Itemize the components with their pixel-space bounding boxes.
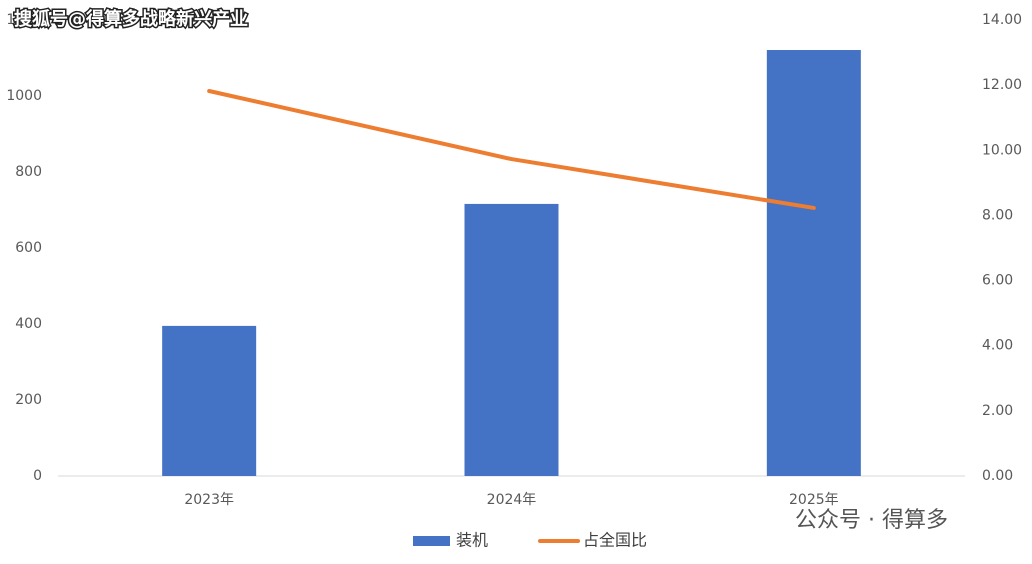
legend-label: 装机 <box>456 531 488 550</box>
x-tick-label: 2023年 <box>184 492 234 508</box>
y-tick-label: 1000 <box>6 88 42 104</box>
y2-tick-label: 6.00 <box>982 273 1013 289</box>
bar <box>766 50 861 477</box>
watermark: 公众号 · 得算多 <box>795 508 948 533</box>
y-tick-label: 400 <box>15 316 42 332</box>
y-tick-label: 600 <box>15 240 42 256</box>
y-tick-label: 0 <box>33 468 42 484</box>
y2-tick-label: 10.00 <box>982 142 1022 158</box>
legend-swatch <box>413 536 450 546</box>
y2-tick-label: 12.00 <box>982 77 1022 93</box>
y-tick-label: 1200 <box>6 12 42 28</box>
bar <box>162 325 257 476</box>
x-tick-label: 2024年 <box>487 492 537 508</box>
y2-tick-label: 2.00 <box>982 403 1013 419</box>
watermark: 搜狐号@得算多战略新兴产业 <box>14 8 248 30</box>
y2-tick-label: 0.00 <box>982 468 1013 484</box>
legend-label: 占全国比 <box>583 531 647 550</box>
y2-tick-label: 4.00 <box>982 338 1013 354</box>
y-tick-label: 200 <box>15 392 42 408</box>
y-tick-label: 800 <box>15 164 42 180</box>
line <box>207 89 816 210</box>
bar <box>464 203 559 477</box>
y2-tick-label: 8.00 <box>982 207 1013 223</box>
y2-tick-label: 14.00 <box>982 12 1022 28</box>
x-tick-label: 2025年 <box>789 492 839 508</box>
